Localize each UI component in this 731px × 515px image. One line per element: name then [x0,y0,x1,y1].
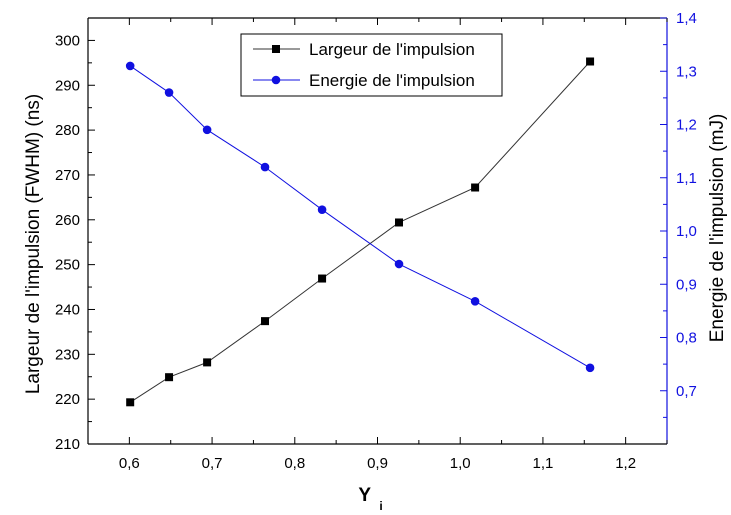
x-tick-label: 0,7 [202,455,223,472]
x-tick-label: 1,0 [450,455,471,472]
y-right-tick-label: 1,2 [676,117,697,134]
x-tick-label: 0,9 [367,455,388,472]
legend-marker-largeur [272,45,280,53]
series-line-largeur [129,61,591,403]
data-point-largeur [471,183,480,192]
y-right-tick-label: 1,1 [676,170,697,187]
y-left-tick-label: 240 [55,301,80,318]
x-tick-label: 0,8 [284,455,305,472]
legend: Largeur de l'impulsion Energie de l'impu… [240,33,503,97]
y-right-tick-label: 0,8 [676,330,697,347]
legend-label-energie: Energie de l'impulsion [309,71,475,90]
data-point-energie [202,125,212,135]
data-point-energie [260,162,270,172]
y-left-axis-title: Largeur de l'impulsion (FWHM) (ns) [23,94,44,394]
data-point-energie [125,61,135,71]
y-left-tick-label: 250 [55,257,80,274]
y-left-tick-label: 260 [55,212,80,229]
axis-ticks: 0,6 0,7 0,8 0,9 1,0 1,1 1,2 210 220 230 240 250 260 2… [55,10,697,472]
y-left-tick-label: 290 [55,77,80,94]
y-left-tick-label: 270 [55,167,80,184]
y-left-tick-label: 210 [55,436,80,453]
data-point-largeur [203,358,212,367]
y-left-tick-label: 280 [55,122,80,139]
x-tick-label: 1,1 [532,455,553,472]
legend-box [240,33,503,97]
y-right-tick-label: 0,7 [676,383,697,400]
data-point-largeur [261,317,270,326]
y-right-tick-label: 1,3 [676,63,697,80]
x-tick-label: 1,2 [615,455,636,472]
x-axis-title: Y [358,485,371,506]
y-left-tick-label: 230 [55,346,80,363]
y-right-tick-label: 0,9 [676,276,697,293]
data-point-largeur [395,218,404,227]
legend-label-largeur: Largeur de l'impulsion [309,40,475,59]
legend-marker-energie [271,75,281,85]
y-left-tick-label: 300 [55,32,80,49]
y-left-tick-label: 220 [55,391,80,408]
y-right-tick-label: 1,0 [676,223,697,240]
series-line-energie [129,65,591,369]
data-point-energie [470,296,480,306]
x-tick-label: 0,6 [119,455,140,472]
y-right-tick-label: 1,4 [676,10,697,27]
data-point-energie [585,363,595,373]
series-layer [125,57,595,407]
x-axis-title-subscript: i [379,499,382,513]
data-point-energie [317,205,327,214]
data-point-largeur [318,274,327,283]
data-point-largeur [126,398,135,407]
data-point-largeur [165,373,174,382]
y-right-axis-title: Energie de l'impulsion (mJ) [707,114,728,343]
data-point-largeur [586,57,595,66]
data-point-energie [394,259,404,269]
data-point-energie [164,88,174,97]
